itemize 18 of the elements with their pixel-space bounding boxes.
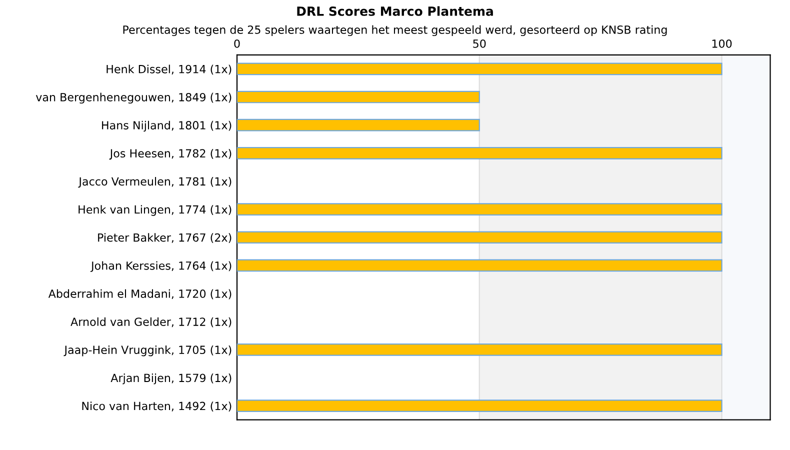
chart-subtitle: Percentages tegen de 25 spelers waartegen het meest gespeeld werd, gesorteerd op KNSB rating <box>123 25 667 36</box>
y-tick-label: Pieter Bakker, 1767 (2x) <box>98 233 232 244</box>
x-tick-label: 0 <box>234 39 240 48</box>
x-tick-label: 100 <box>712 39 732 48</box>
y-tick-label: Henk Dissel, 1914 (1x) <box>106 64 232 75</box>
y-tick-label: Jaap-Hein Vruggink, 1705 (1x) <box>64 345 232 356</box>
x-tick-label: 50 <box>473 39 486 48</box>
y-tick-label: Arnold van Gelder, 1712 (1x) <box>70 317 232 328</box>
chart-title: DRL Scores Marco Plantema <box>297 6 493 16</box>
y-tick-label: Arjan Bijen, 1579 (1x) <box>110 374 232 384</box>
y-tick-label: Jacco Vermeulen, 1781 (1x) <box>78 177 232 188</box>
y-tick-label: Abderrahim el Madani, 1720 (1x) <box>48 289 232 300</box>
y-tick-label: Johan Kerssies, 1764 (1x) <box>90 261 232 272</box>
y-tick-label: van Bergenhenegouwen, 1849 (1x) <box>36 92 232 104</box>
y-tick-label: Henk van Lingen, 1774 (1x) <box>78 205 232 216</box>
y-tick-label: Nico van Harten, 1492 (1x) <box>82 402 232 412</box>
y-tick-label: Jos Heesen, 1782 (1x) <box>109 148 232 160</box>
y-tick-label: Hans Nijland, 1801 (1x) <box>102 120 232 132</box>
